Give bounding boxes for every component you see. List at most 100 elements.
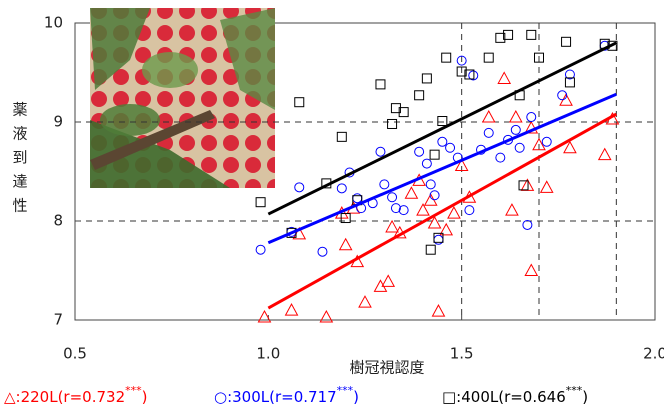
point — [257, 309, 272, 323]
legend-close: ) — [582, 388, 588, 406]
point — [464, 205, 475, 216]
point — [338, 237, 353, 251]
point — [495, 32, 506, 43]
point — [532, 137, 546, 151]
point — [414, 90, 425, 101]
point — [456, 66, 467, 77]
point — [336, 183, 347, 194]
point — [563, 140, 577, 154]
point — [445, 142, 456, 153]
point — [454, 158, 469, 172]
point — [522, 219, 533, 230]
fit-line — [267, 92, 617, 245]
point — [352, 193, 363, 204]
y-axis-title: 達 — [12, 173, 27, 191]
point — [387, 192, 398, 203]
point — [564, 77, 575, 88]
legend-label: ○:300L(r=0.717***) — [214, 384, 359, 406]
x-tick-label: 1.5 — [450, 345, 474, 363]
legend-entry: □:400L(r=0.646***) — [442, 384, 588, 406]
point — [340, 213, 351, 224]
photo-inset — [90, 8, 275, 188]
point — [505, 203, 519, 216]
point — [557, 90, 568, 101]
point — [514, 142, 525, 153]
point — [497, 71, 512, 84]
x-tick-label: 1.0 — [256, 345, 280, 363]
point — [429, 190, 440, 201]
point — [421, 158, 432, 169]
legend-label: △:220L(r=0.732***) — [4, 384, 147, 406]
point — [518, 180, 529, 191]
point — [439, 222, 454, 236]
point — [539, 180, 554, 193]
legend-entry: ○:300L(r=0.717***) — [214, 384, 359, 406]
point — [381, 274, 396, 287]
point — [416, 203, 430, 216]
point — [431, 304, 446, 317]
point — [336, 131, 347, 142]
legend-entry: △:220L(r=0.732***) — [4, 384, 147, 406]
point — [373, 279, 388, 292]
point — [483, 52, 494, 63]
y-tick-label: 8 — [53, 212, 63, 230]
point — [429, 149, 440, 160]
point — [597, 147, 612, 161]
x-tick-label: 0.5 — [63, 345, 87, 363]
legend-name: □:400L(r=0.646 — [442, 388, 566, 406]
point — [524, 263, 539, 276]
point — [508, 110, 523, 123]
y-axis-title: 性 — [12, 197, 27, 215]
point — [390, 103, 401, 114]
point — [385, 219, 399, 233]
point — [481, 110, 496, 123]
point — [294, 97, 305, 108]
legend-name: ○:300L(r=0.717 — [214, 388, 337, 406]
point — [441, 52, 452, 63]
point — [390, 203, 401, 214]
point — [464, 69, 475, 80]
point — [425, 179, 436, 190]
y-axis-title: 到 — [12, 149, 27, 167]
point — [284, 303, 299, 316]
y-tick-label: 7 — [53, 311, 63, 329]
legend-name: △:220L(r=0.732 — [4, 388, 125, 406]
point — [456, 55, 467, 66]
point — [433, 232, 444, 243]
point — [561, 36, 572, 47]
legend-close: ) — [353, 388, 359, 406]
point — [534, 52, 544, 63]
point — [425, 244, 436, 255]
point — [437, 116, 448, 127]
point — [526, 29, 537, 40]
legend-significance: *** — [125, 384, 142, 397]
point — [255, 244, 266, 255]
point — [524, 120, 539, 134]
legend-close: ) — [142, 388, 148, 406]
point — [414, 146, 425, 157]
y-tick-label: 9 — [53, 113, 63, 131]
y-axis-title: 液 — [12, 125, 27, 143]
point — [404, 186, 419, 199]
point — [421, 73, 432, 84]
point — [437, 136, 448, 147]
point — [433, 234, 444, 245]
point — [503, 29, 514, 40]
point — [375, 79, 386, 90]
y-tick-label: 10 — [44, 14, 63, 32]
point — [510, 124, 521, 135]
fit-line — [267, 41, 617, 216]
point — [319, 309, 334, 323]
point — [358, 295, 372, 308]
point — [286, 227, 297, 238]
point — [495, 152, 506, 163]
point — [255, 197, 266, 208]
point — [387, 118, 398, 129]
point — [526, 112, 537, 123]
point — [398, 107, 409, 118]
point — [447, 206, 461, 219]
legend-significance: *** — [566, 384, 583, 397]
point — [317, 246, 328, 257]
point — [468, 70, 479, 81]
